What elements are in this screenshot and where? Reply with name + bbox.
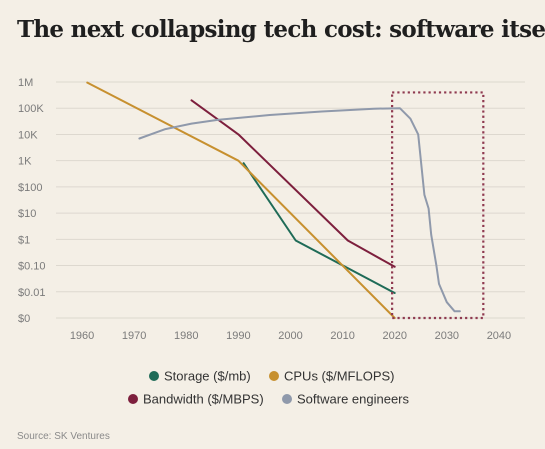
y-tick-label: 1K	[18, 156, 32, 168]
legend-swatch	[128, 394, 138, 404]
annotation-layer	[391, 91, 485, 320]
series-line-bandwidth-mbps	[190, 99, 396, 268]
legend-swatch	[282, 394, 292, 404]
y-axis-ticks: $0 $0.01 $0.10 $1 $10 $100 1K 10K 100K 1M	[18, 77, 46, 325]
x-tick-label: 1960	[70, 330, 94, 342]
y-tick-label: $0.10	[18, 261, 46, 273]
legend-label: Software engineers	[297, 392, 410, 407]
x-tick-label: 1990	[226, 330, 250, 342]
legend-label: CPUs ($/MFLOPS)	[284, 369, 395, 384]
series-line-software-engineers	[138, 107, 461, 313]
highlight-box	[391, 91, 485, 320]
y-tick-label: $10	[18, 208, 36, 220]
series-layer	[86, 81, 461, 319]
chart-title: The next collapsing tech cost: software …	[17, 16, 545, 43]
x-axis-ticks: 1960 1970 1980 1990 2000 2010 2020 2030 2040	[70, 330, 511, 342]
series-line-storage-mb	[242, 162, 396, 294]
y-tick-label: 10K	[18, 129, 38, 141]
legend: Storage ($/mb) CPUs ($/MFLOPS) Bandwidth (…	[128, 369, 410, 407]
grid-layer	[56, 81, 525, 319]
x-tick-label: 1970	[122, 330, 146, 342]
legend-swatch	[269, 371, 279, 381]
legend-label: Bandwidth ($/MBPS)	[143, 392, 264, 407]
legend-swatch	[149, 371, 159, 381]
y-tick-label: $0.01	[18, 287, 46, 299]
y-tick-label: $100	[18, 182, 42, 194]
legend-label: Storage ($/mb)	[164, 369, 251, 384]
y-tick-label: 100K	[18, 103, 44, 115]
y-tick-label: 1M	[18, 77, 33, 89]
x-tick-label: 2020	[382, 330, 406, 342]
x-tick-label: 2010	[330, 330, 354, 342]
x-tick-label: 2030	[435, 330, 459, 342]
series-line-cpus-mflops	[86, 81, 396, 319]
x-tick-label: 2000	[278, 330, 302, 342]
x-tick-label: 1980	[174, 330, 198, 342]
source-note: Source: SK Ventures	[17, 431, 110, 442]
y-tick-label: $0	[18, 313, 30, 325]
x-tick-label: 2040	[487, 330, 511, 342]
y-tick-label: $1	[18, 234, 30, 246]
